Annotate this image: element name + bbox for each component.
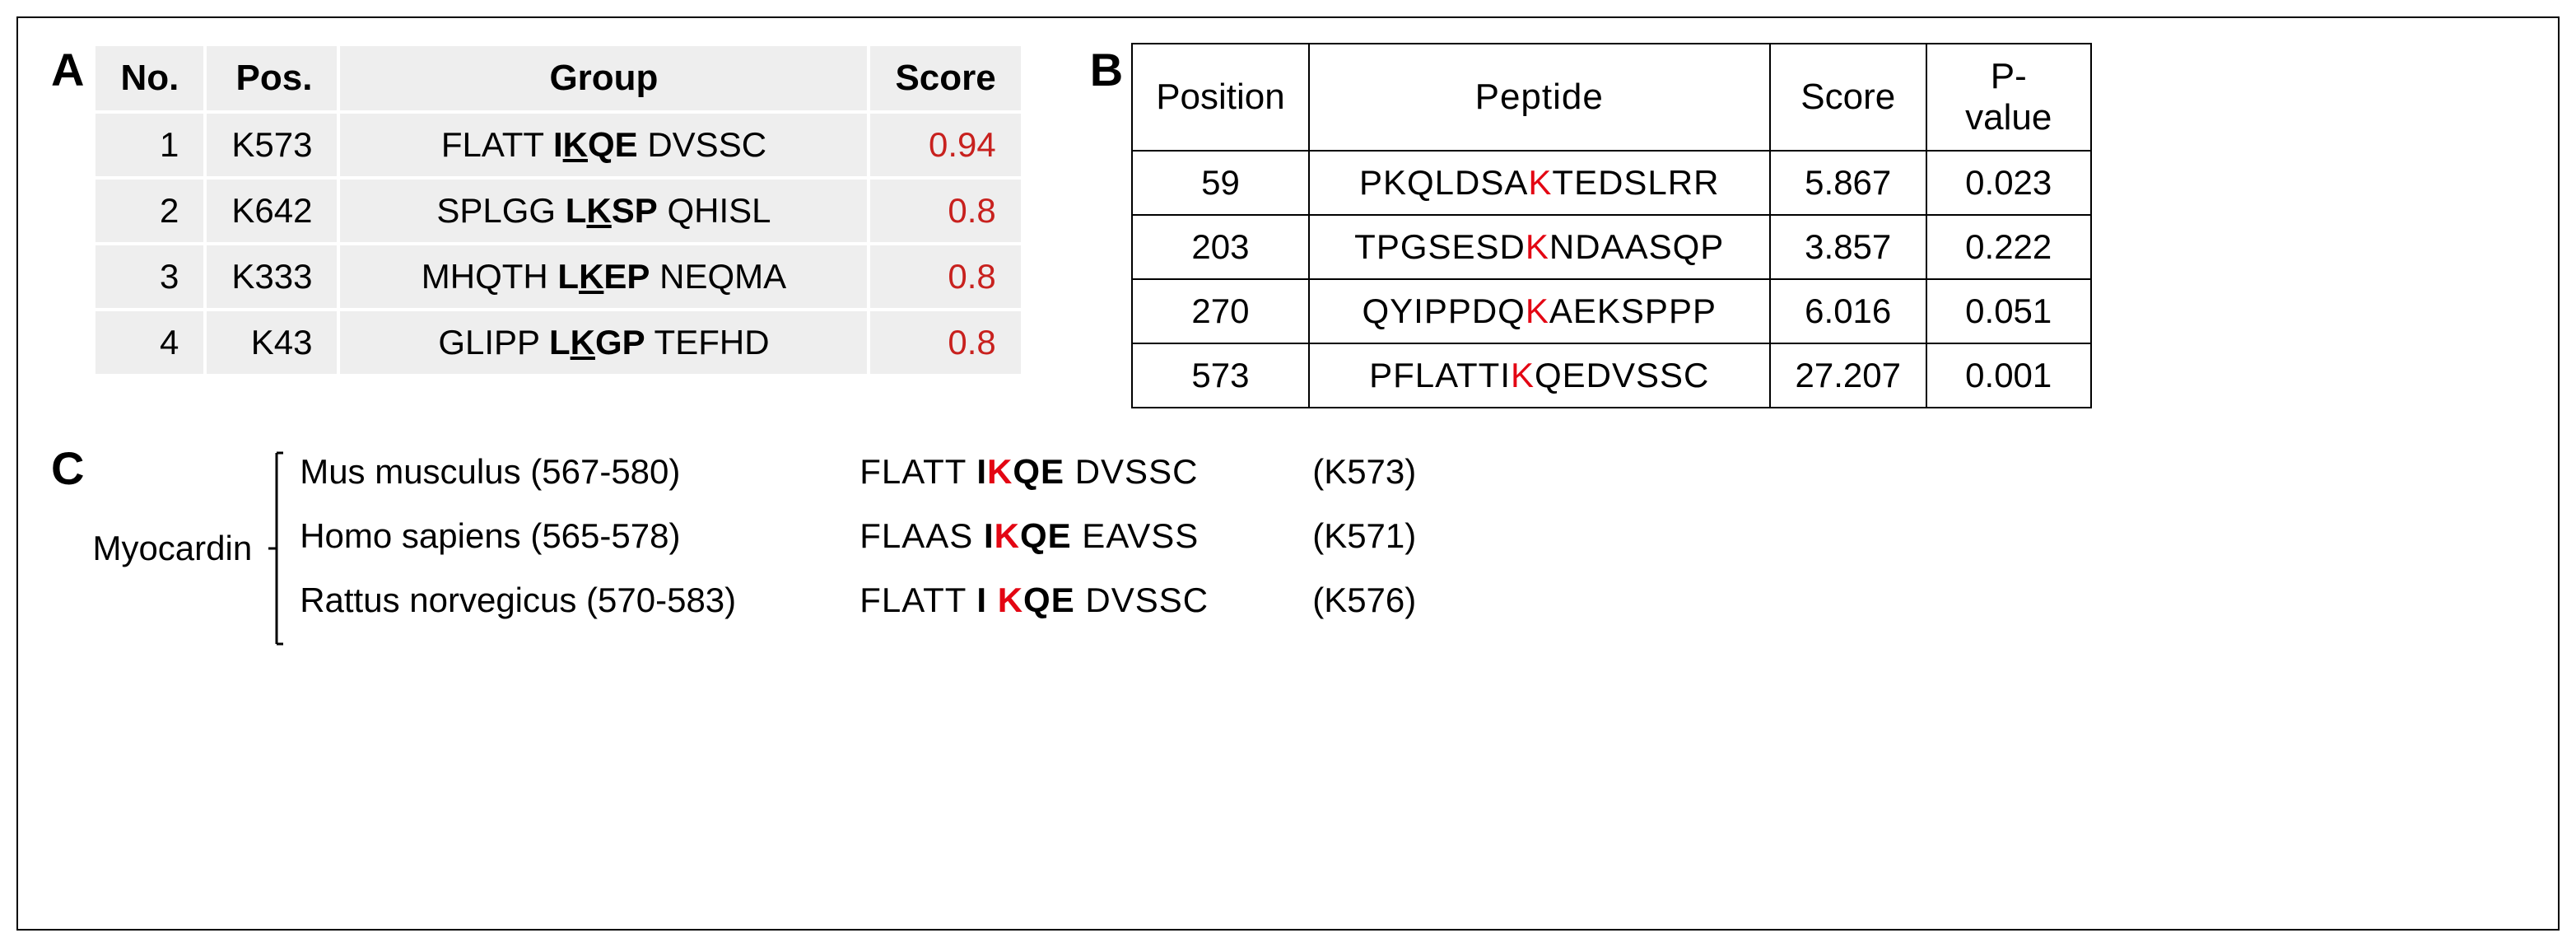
sequence: FLATT IKQE DVSSC xyxy=(859,452,1288,492)
table-b-row: 573 PFLATTIKQEDVSSC 27.207 0.001 xyxy=(1132,343,2091,408)
th-b-score: Score xyxy=(1770,44,1926,151)
left-brace-icon xyxy=(259,450,283,647)
top-row: A No. Pos. Group Score 1 K573 FLATT IKQE… xyxy=(51,43,2525,408)
panel-c-row: Mus musculus (567-580) FLATT IKQE DVSSC … xyxy=(300,452,1416,516)
panel-c-label: C xyxy=(51,441,84,495)
red-k: K xyxy=(1528,163,1552,202)
panel-c: C Myocardin Mus musculus (567-580) FLATT… xyxy=(51,441,2525,647)
th-b-pep: Peptide xyxy=(1309,44,1770,151)
table-b-header-row: Position Peptide Score P-value xyxy=(1132,44,2091,151)
cell-score: 0.94 xyxy=(870,114,1020,176)
figure-frame: A No. Pos. Group Score 1 K573 FLATT IKQE… xyxy=(16,16,2560,931)
red-k: K xyxy=(987,452,1013,491)
th-pos: Pos. xyxy=(207,46,337,110)
panel-b-label: B xyxy=(1090,43,1123,96)
th-no: No. xyxy=(95,46,203,110)
panel-c-row: Homo sapiens (565-578) FLAAS IKQE EAVSS … xyxy=(300,516,1416,581)
table-a-row: 3 K333 MHQTH LKEP NEQMA 0.8 xyxy=(95,245,1020,308)
panel-c-row: Rattus norvegicus (570-583) FLATT I KQE … xyxy=(300,581,1416,645)
table-a: No. Pos. Group Score 1 K573 FLATT IKQE D… xyxy=(92,43,1023,377)
th-b-pval: P-value xyxy=(1926,44,2091,151)
k-position: (K573) xyxy=(1312,452,1416,492)
table-a-header-row: No. Pos. Group Score xyxy=(95,46,1020,110)
table-a-row: 4 K43 GLIPP LKGP TEFHD 0.8 xyxy=(95,311,1020,374)
cell-pos: K573 xyxy=(207,114,337,176)
th-group: Group xyxy=(340,46,867,110)
th-b-pos: Position xyxy=(1132,44,1309,151)
table-a-row: 2 K642 SPLGG LKSP QHISL 0.8 xyxy=(95,180,1020,242)
th-score: Score xyxy=(870,46,1020,110)
panel-c-rows: Mus musculus (567-580) FLATT IKQE DVSSC … xyxy=(300,452,1416,645)
table-a-row: 1 K573 FLATT IKQE DVSSC 0.94 xyxy=(95,114,1020,176)
cell-group: FLATT IKQE DVSSC xyxy=(340,114,867,176)
cell-no: 1 xyxy=(95,114,203,176)
panel-c-content: Myocardin Mus musculus (567-580) FLATT I… xyxy=(92,450,1416,647)
underlined-k: K xyxy=(563,125,588,164)
panel-a-label: A xyxy=(51,43,84,96)
table-b: Position Peptide Score P-value 59 PKQLDS… xyxy=(1131,43,2092,408)
table-b-row: 59 PKQLDSAKTEDSLRR 5.867 0.023 xyxy=(1132,151,2091,215)
panel-a: A No. Pos. Group Score 1 K573 FLATT IKQE… xyxy=(51,43,1024,377)
species: Mus musculus (567-580) xyxy=(300,452,859,492)
protein-name: Myocardin xyxy=(92,529,252,568)
table-b-row: 203 TPGSESDKNDAASQP 3.857 0.222 xyxy=(1132,215,2091,279)
panel-b: B Position Peptide Score P-value 59 PKQL… xyxy=(1090,43,2092,408)
table-b-row: 270 QYIPPDQKAEKSPPP 6.016 0.051 xyxy=(1132,279,2091,343)
